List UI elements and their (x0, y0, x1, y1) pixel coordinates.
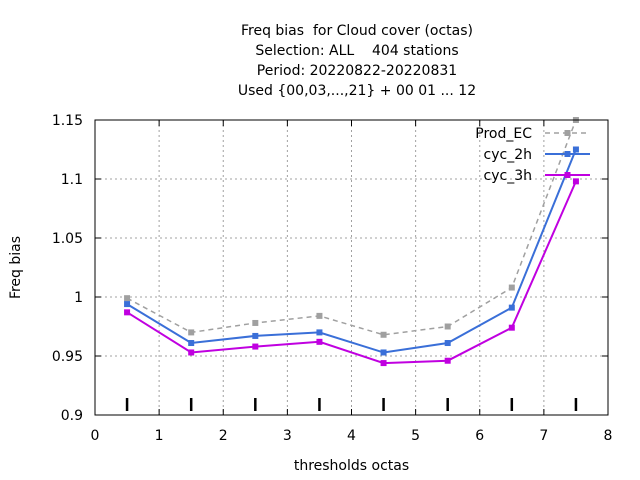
title-line: Used {00,03,...,21} + 00 01 ... 12 (238, 83, 476, 99)
data-point (124, 301, 131, 308)
x-tick-label: 5 (411, 428, 420, 444)
data-point (380, 331, 387, 338)
threshold-markers (125, 398, 578, 411)
legend-label: Prod_EC (475, 126, 532, 142)
x-tick-label: 7 (539, 428, 548, 444)
chart-title: Freq bias for Cloud cover (octas) Selecti… (238, 23, 476, 99)
y-tick-label: 1.1 (61, 172, 83, 188)
legend-marker (564, 172, 571, 178)
data-point (508, 324, 515, 331)
title-line: Period: 20220822-20220831 (257, 63, 457, 79)
data-point (508, 304, 515, 311)
data-point (508, 284, 515, 291)
data-point (124, 309, 131, 316)
data-point (444, 323, 451, 330)
x-tick-label: 3 (283, 428, 292, 444)
legend-marker (564, 151, 571, 157)
y-tick-label: 0.9 (61, 408, 83, 424)
data-point (124, 295, 131, 302)
data-point (188, 340, 195, 347)
y-tick-label: 0.95 (52, 349, 83, 365)
x-tick-label: 8 (604, 428, 613, 444)
data-point (188, 329, 195, 336)
x-tick-label: 6 (475, 428, 484, 444)
data-point (380, 360, 387, 367)
y-tick-label: 1.05 (52, 231, 83, 247)
legend-label: cyc_2h (484, 147, 532, 163)
series-line (126, 119, 577, 336)
y-tick-label: 1 (74, 290, 83, 306)
title-line: Freq bias for Cloud cover (octas) (241, 23, 473, 39)
data-point (444, 340, 451, 347)
plot-frame (94, 119, 609, 416)
data-point (572, 146, 579, 153)
data-point (380, 349, 387, 356)
series (124, 117, 579, 367)
data-point (572, 178, 579, 185)
data-point (316, 329, 323, 336)
y-axis-ticks: 0.9 0.95 1 1.05 1.1 1.15 (52, 113, 608, 424)
x-tick-label: 2 (219, 428, 228, 444)
data-point (316, 338, 323, 345)
x-tick-label: 1 (155, 428, 164, 444)
data-point (252, 319, 259, 326)
data-point (188, 349, 195, 356)
y-axis-label: Freq bias (8, 236, 24, 299)
legend-marker (564, 130, 571, 136)
x-tick-label: 0 (91, 428, 100, 444)
y-tick-label: 1.15 (52, 113, 83, 129)
legend: Prod_EC cyc_2h cyc_3h (475, 126, 590, 184)
title-line: Selection: ALL 404 stations (255, 43, 458, 59)
data-point (316, 312, 323, 319)
data-point (252, 332, 259, 339)
series-line (126, 180, 577, 365)
x-axis-label: thresholds octas (294, 458, 409, 474)
series-line (126, 149, 577, 354)
x-tick-label: 4 (347, 428, 356, 444)
data-point (444, 357, 451, 364)
data-point (252, 343, 259, 350)
legend-label: cyc_3h (484, 168, 532, 184)
grid (95, 120, 608, 415)
